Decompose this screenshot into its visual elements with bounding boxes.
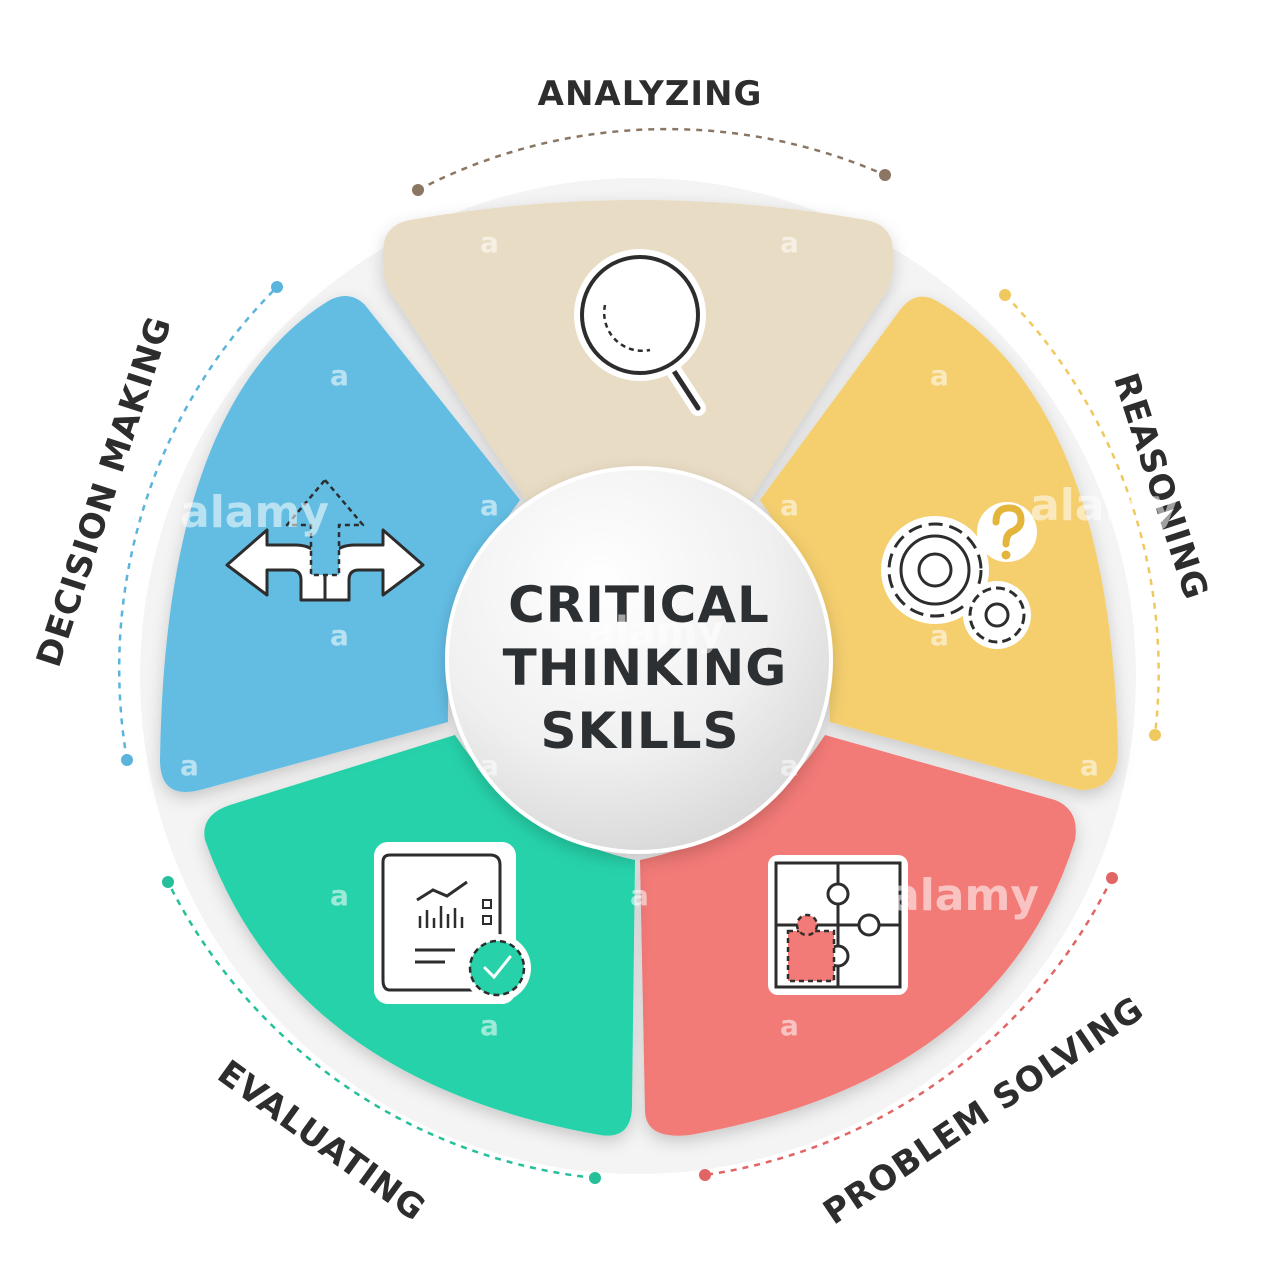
watermark-mark: a [480, 489, 499, 522]
puzzle-icon [768, 855, 908, 995]
watermark-mark: a [780, 489, 799, 522]
label-analyzing: ANALYZING [538, 74, 763, 114]
arc-evaluating [166, 881, 596, 1180]
watermark-mark: a [930, 619, 949, 652]
watermark-mark: a [330, 359, 349, 392]
outer-arcs [117, 127, 1160, 1180]
watermark-mark: a [330, 619, 349, 652]
watermark-mark: a [330, 879, 349, 912]
report-check-icon [374, 842, 531, 1004]
arc-endpoints [121, 169, 1161, 1184]
watermark-brand: alamy [890, 870, 1039, 921]
center-title-line-3: SKILLS [540, 702, 739, 760]
gear-large-icon [881, 516, 989, 624]
gear-small-icon [963, 581, 1031, 649]
watermark-mark: a [780, 749, 799, 782]
question-mark-icon [977, 502, 1037, 562]
arrows-split-icon [225, 478, 425, 602]
watermark-mark: a [630, 879, 649, 912]
watermark-mark: a [930, 359, 949, 392]
gears-question-icon [881, 502, 1037, 649]
arc-problem-solving [704, 877, 1114, 1177]
watermark-mark: a [780, 226, 799, 259]
watermark-brand: alamy [588, 609, 723, 655]
watermark-brand: alamy [1030, 480, 1179, 531]
magnifier-icon [574, 249, 706, 416]
arc-decision-making [117, 286, 278, 761]
center-title-line-2: THINKING [503, 639, 788, 697]
arc-analyzing [417, 127, 886, 192]
watermark-mark: a [480, 1009, 499, 1042]
center-title-line-1: CRITICAL [508, 576, 770, 634]
watermark: alamy alamy alamy alamy a a a a a a a a … [180, 226, 1179, 1042]
watermark-brand: alamy [180, 487, 329, 538]
watermark-mark: a [480, 749, 499, 782]
arc-reasoning [1004, 294, 1160, 736]
watermark-mark: a [180, 749, 199, 782]
watermark-mark: a [480, 226, 499, 259]
watermark-mark: a [780, 1009, 799, 1042]
center-hub [445, 466, 833, 854]
watermark-mark: a [1080, 749, 1099, 782]
